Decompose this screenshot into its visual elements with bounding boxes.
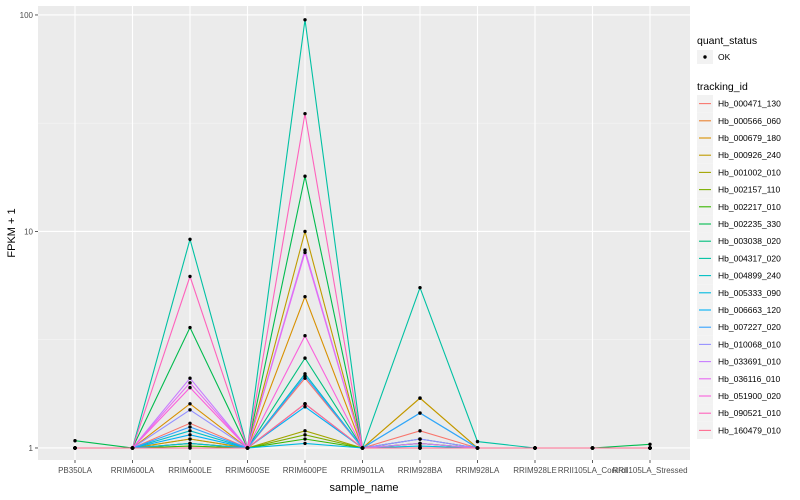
data-point [188, 237, 192, 242]
data-point [648, 446, 652, 450]
data-point [418, 441, 422, 446]
data-point [188, 402, 192, 406]
data-point [188, 425, 192, 429]
data-point [303, 250, 307, 255]
data-point [475, 439, 480, 444]
data-point [648, 442, 652, 446]
data-point [303, 174, 307, 178]
data-point [188, 437, 192, 441]
legend-label: Hb_036116_010 [718, 374, 781, 384]
legend-label: Hb_002157_110 [718, 185, 781, 195]
legend-label: Hb_160479_010 [718, 425, 781, 435]
data-point [188, 385, 192, 390]
x-tick-label: RRIM928LE [513, 466, 557, 475]
data-point [303, 374, 307, 378]
legend-label: Hb_000679_180 [718, 133, 781, 143]
data-point [188, 421, 192, 426]
x-tick-label: RRIM600SE [225, 466, 269, 475]
data-point [188, 433, 192, 437]
legend: quant_status tracking_id OK Hb_000471_130… [697, 35, 781, 439]
data-point [418, 446, 422, 450]
data-point [303, 18, 307, 22]
y-tick-label: 100 [20, 11, 34, 20]
x-tick-label: PB350LA [58, 466, 92, 475]
legend-label: Hb_004899_240 [718, 271, 781, 281]
legend-label: Hb_000566_060 [718, 116, 781, 126]
data-point [590, 446, 595, 450]
legend-label: Hb_000471_130 [718, 99, 781, 109]
data-point [188, 376, 192, 380]
x-tick-label: RRIM600LA [111, 466, 155, 475]
y-tick-label: 10 [24, 227, 33, 236]
legend-label: Hb_033691_010 [718, 357, 781, 367]
data-point [245, 446, 250, 450]
data-point [303, 294, 307, 299]
data-point [303, 441, 307, 446]
x-tick-label: RRIM928BA [398, 466, 443, 475]
legend-label: Hb_010068_010 [718, 339, 781, 349]
x-axis-title: sample_name [329, 482, 398, 494]
data-point [188, 429, 192, 433]
data-point [130, 446, 135, 450]
data-point [303, 111, 307, 116]
x-tick-label: RRIM901LA [341, 466, 385, 475]
quant-legend-title: quant_status [697, 35, 757, 47]
legend-label: Hb_090521_010 [718, 408, 781, 418]
series-legend-title: tracking_id [697, 81, 748, 93]
legend-point-symbol [703, 55, 707, 59]
data-point [188, 446, 192, 450]
data-point [188, 325, 192, 330]
legend-label: OK [718, 52, 731, 62]
y-axis-title: FPKM + 1 [6, 208, 18, 257]
x-tick-label: RRIM928LA [456, 466, 500, 475]
legend-label: Hb_004317_020 [718, 253, 781, 263]
data-point [188, 274, 192, 279]
data-point [188, 441, 192, 446]
legend-label: Hb_002217_010 [718, 202, 781, 212]
data-point [418, 411, 422, 415]
data-point [303, 429, 307, 433]
data-point [303, 437, 307, 441]
legend-label: Hb_007227_020 [718, 322, 781, 332]
legend-label: Hb_005333_090 [718, 288, 781, 298]
data-point [303, 356, 307, 360]
data-point [303, 402, 307, 406]
legend-label: Hb_001002_010 [718, 167, 781, 177]
x-tick-label: RRIM600LE [168, 466, 212, 475]
panel-background [38, 6, 690, 460]
legend-label: Hb_002235_330 [718, 219, 781, 229]
data-point [418, 396, 422, 400]
data-point [73, 439, 77, 443]
legend-label: Hb_003038_020 [718, 236, 781, 246]
data-point [188, 408, 192, 412]
legend-label: Hb_006663_120 [718, 305, 781, 315]
data-point [303, 229, 307, 234]
axes: 1 10 100 PB350LA RRIM600LA RRIM600LE RRIM600SE… [20, 11, 688, 475]
x-tick-label: RRII105LA_Control [558, 466, 628, 475]
x-tick-label: RRII105LA_Stressed [612, 466, 687, 475]
data-point [533, 446, 537, 450]
data-point [303, 334, 307, 338]
data-point [188, 381, 192, 385]
y-tick-label: 1 [29, 444, 34, 453]
data-point [418, 437, 422, 441]
legend-label: Hb_051900_020 [718, 391, 781, 401]
data-points [73, 18, 652, 450]
x-tick-label: RRIM600PE [283, 466, 327, 475]
data-point [303, 433, 307, 437]
data-point [418, 429, 422, 433]
data-point [360, 446, 365, 450]
data-point [73, 446, 77, 450]
legend-label: Hb_000926_240 [718, 150, 781, 160]
data-point [418, 285, 422, 290]
data-point [303, 405, 307, 409]
data-point [475, 446, 480, 450]
